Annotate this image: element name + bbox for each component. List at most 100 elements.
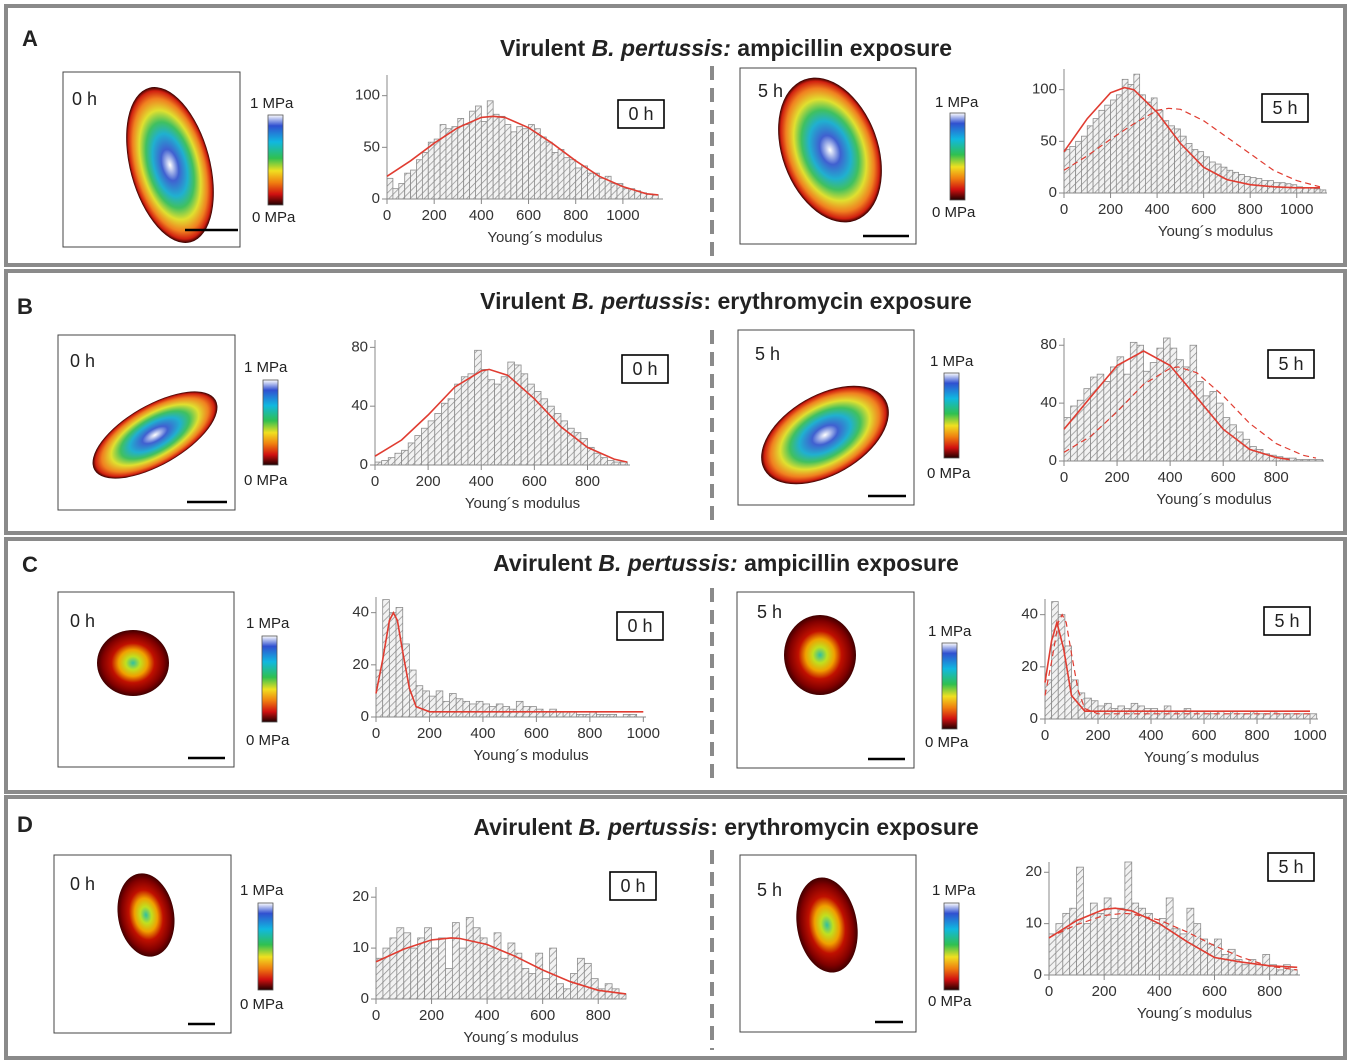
x-tick-label: 0 bbox=[371, 473, 379, 490]
bar bbox=[1110, 366, 1118, 462]
bar bbox=[528, 124, 535, 200]
bar bbox=[375, 957, 384, 1000]
colorbar bbox=[267, 114, 284, 206]
bar bbox=[1242, 438, 1251, 462]
x-axis-label: Young´s modulus bbox=[1137, 1005, 1252, 1022]
bar bbox=[1157, 710, 1165, 720]
y-tick-label: 0 bbox=[1030, 710, 1038, 727]
bar bbox=[395, 607, 404, 718]
bar bbox=[1236, 713, 1245, 720]
bar bbox=[1162, 120, 1170, 194]
fit-curve bbox=[1063, 350, 1290, 461]
bar bbox=[1138, 907, 1146, 976]
x-tick-label: 600 bbox=[524, 725, 549, 742]
bar bbox=[1210, 713, 1218, 720]
bar bbox=[495, 703, 504, 718]
title-part: B. pertussis bbox=[572, 288, 704, 314]
x-tick-label: 800 bbox=[1264, 469, 1289, 486]
bar bbox=[392, 188, 400, 200]
time-label: 0 h bbox=[620, 876, 645, 896]
bar bbox=[1092, 118, 1100, 194]
panel-label: C bbox=[22, 552, 38, 577]
time-box bbox=[609, 871, 657, 901]
bar bbox=[1090, 700, 1099, 720]
bar bbox=[1207, 943, 1215, 976]
x-tick-label: 400 bbox=[1145, 201, 1170, 218]
colorbar-min: 0 MPa bbox=[240, 996, 284, 1013]
bar bbox=[1296, 713, 1304, 720]
title-part: Virulent bbox=[500, 35, 592, 61]
bar bbox=[1256, 713, 1265, 720]
colorbar-max: 1 MPa bbox=[240, 882, 284, 899]
time-label: 5 h bbox=[1272, 98, 1297, 118]
bar bbox=[510, 131, 518, 200]
colorbar-max: 1 MPa bbox=[935, 94, 979, 111]
bar bbox=[1168, 125, 1175, 194]
bar bbox=[1182, 366, 1191, 462]
bar bbox=[563, 157, 571, 200]
bar bbox=[539, 136, 547, 200]
x-tick-label: 800 bbox=[575, 473, 600, 490]
x-tick-label: 600 bbox=[1192, 727, 1217, 744]
x-tick-label: 800 bbox=[586, 1007, 611, 1024]
fit-curve bbox=[1063, 107, 1321, 188]
bar bbox=[593, 172, 600, 200]
cell-map bbox=[97, 630, 169, 696]
bar bbox=[424, 927, 432, 1000]
bar bbox=[1145, 912, 1153, 976]
time-box bbox=[621, 354, 669, 384]
bar bbox=[441, 402, 449, 466]
x-tick-label: 0 bbox=[1060, 469, 1068, 486]
title-part: B. pertussis bbox=[579, 814, 711, 840]
bar bbox=[492, 113, 500, 200]
x-axis-label: Young´s modulus bbox=[1158, 223, 1273, 240]
cell-map bbox=[117, 873, 175, 957]
colorbar-max: 1 MPa bbox=[246, 615, 290, 632]
y-tick-label: 80 bbox=[1040, 336, 1057, 353]
bar bbox=[398, 183, 406, 200]
bar bbox=[1303, 713, 1311, 720]
y-tick-label: 0 bbox=[1034, 966, 1042, 983]
colorbar bbox=[262, 379, 279, 466]
cell-map bbox=[784, 615, 856, 695]
colorbar-min: 0 MPa bbox=[932, 204, 976, 221]
y-tick-label: 20 bbox=[352, 888, 369, 905]
bar bbox=[1165, 897, 1174, 976]
cell-map bbox=[126, 87, 214, 243]
bar bbox=[1110, 99, 1117, 194]
x-tick-label: 400 bbox=[470, 725, 495, 742]
bar bbox=[575, 167, 583, 200]
y-tick-label: 20 bbox=[352, 656, 369, 673]
x-tick-label: 600 bbox=[1211, 469, 1236, 486]
bar bbox=[504, 124, 512, 200]
bar bbox=[1243, 713, 1251, 720]
bar bbox=[1229, 424, 1237, 462]
bar bbox=[598, 177, 606, 200]
x-tick-label: 0 bbox=[372, 725, 380, 742]
x-tick-label: 600 bbox=[522, 473, 547, 490]
y-tick-label: 40 bbox=[1040, 394, 1057, 411]
x-tick-label: 800 bbox=[1257, 983, 1282, 1000]
bar bbox=[1075, 140, 1082, 194]
x-tick-label: 400 bbox=[475, 1007, 500, 1024]
bar bbox=[509, 708, 517, 718]
bar bbox=[1220, 166, 1228, 194]
x-axis-label: Young´s modulus bbox=[465, 495, 580, 512]
colorbar-min: 0 MPa bbox=[244, 472, 288, 489]
bar bbox=[500, 957, 509, 1000]
bar bbox=[1250, 710, 1258, 720]
title-part: : erythromycin exposure bbox=[703, 288, 971, 314]
x-axis-label: Young´s modulus bbox=[487, 229, 602, 246]
panel-borders bbox=[4, 4, 1347, 1060]
x-tick-label: 400 bbox=[1139, 727, 1164, 744]
bar bbox=[410, 947, 419, 1000]
title-part: B. pertussis: bbox=[598, 550, 737, 576]
x-tick-label: 200 bbox=[416, 473, 441, 490]
y-tick-label: 10 bbox=[352, 939, 369, 956]
bar bbox=[535, 708, 544, 718]
bar bbox=[516, 126, 524, 200]
bar bbox=[386, 177, 394, 200]
title-part: B. pertussis: bbox=[592, 35, 731, 61]
panel-label: A bbox=[22, 26, 38, 51]
